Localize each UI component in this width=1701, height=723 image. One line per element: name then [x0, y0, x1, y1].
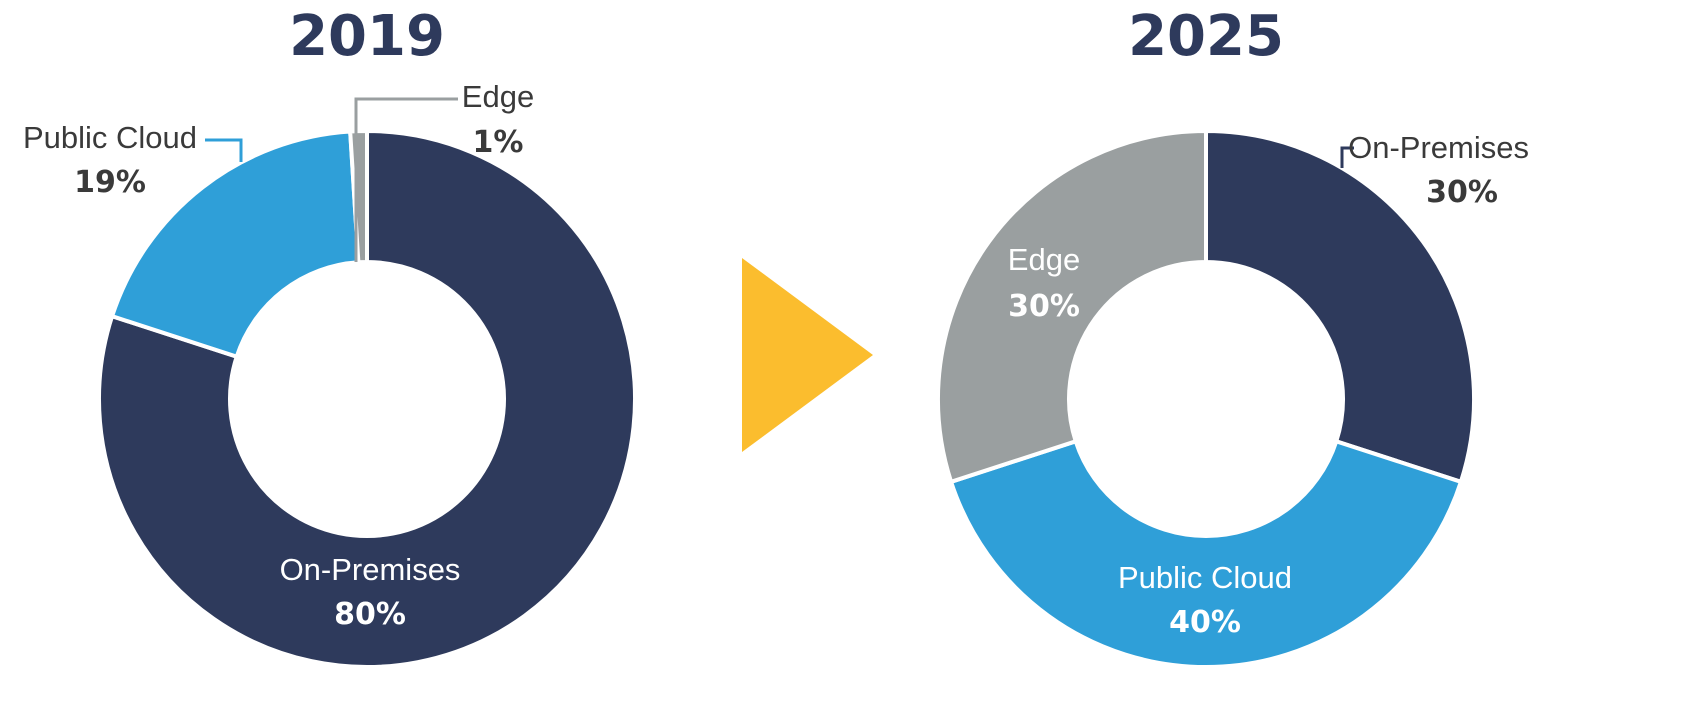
slice-label-on-premises: On-Premises: [1348, 130, 1529, 165]
leader-line-on-premises: [1340, 146, 1354, 168]
donut-chart-2025: 2025 On-Premises 30% Public Cloud 40% Edge 30%: [936, 4, 1529, 669]
slice-label-public-cloud: Public Cloud: [1118, 560, 1292, 595]
play-triangle-icon: [742, 258, 873, 452]
slice-on-premises: [97, 128, 637, 669]
slice-value-public-cloud: 19%: [74, 165, 146, 200]
slice-label-edge: Edge: [462, 79, 534, 114]
slice-label-on-premises: On-Premises: [280, 552, 461, 587]
leader-line-public-cloud: [205, 138, 243, 162]
leader-line-edge: [354, 97, 458, 262]
slice-public-cloud: [948, 438, 1464, 669]
slice-edge: [936, 128, 1208, 485]
slice-on-premises: [1204, 128, 1476, 485]
chart-title: 2025: [1128, 4, 1284, 69]
slice-value-edge: 30%: [1008, 289, 1080, 324]
donut-chart-2019: 2019 On-Premises 80% Public Cloud 19% Edge 1%: [23, 4, 637, 669]
slice-value-public-cloud: 40%: [1169, 605, 1241, 640]
chart-title: 2019: [289, 4, 445, 69]
slice-label-public-cloud: Public Cloud: [23, 120, 197, 155]
slice-value-edge: 1%: [473, 125, 524, 160]
slice-value-on-premises: 30%: [1426, 175, 1498, 210]
slice-public-cloud: [109, 129, 361, 360]
slice-value-on-premises: 80%: [334, 597, 406, 632]
slice-label-edge: Edge: [1008, 242, 1080, 277]
